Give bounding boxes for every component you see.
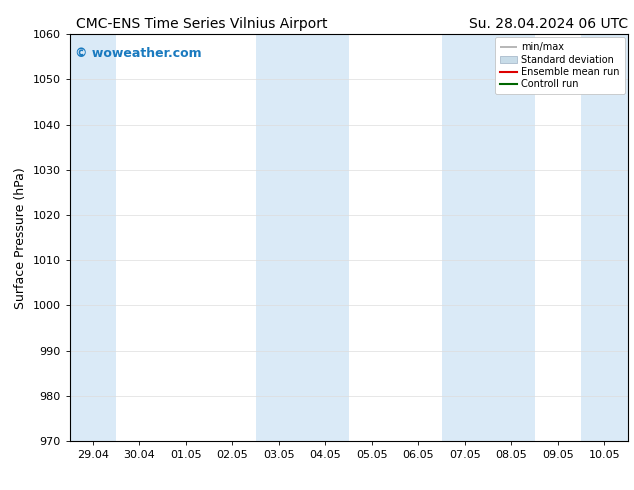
Legend: min/max, Standard deviation, Ensemble mean run, Controll run: min/max, Standard deviation, Ensemble me…: [495, 37, 624, 94]
Bar: [581, 34, 628, 441]
Bar: [442, 34, 534, 441]
Bar: [256, 34, 349, 441]
Title: CMC-ENS Time Series Vilnius Airport                        Su. 28.04.2024 06 UTC: CMC-ENS Time Series Vilnius Airport Su. …: [0, 489, 1, 490]
Text: © woweather.com: © woweather.com: [75, 47, 202, 59]
Bar: [70, 34, 116, 441]
Text: Su. 28.04.2024 06 UTC: Su. 28.04.2024 06 UTC: [469, 17, 628, 31]
Y-axis label: Surface Pressure (hPa): Surface Pressure (hPa): [14, 167, 27, 309]
Text: CMC-ENS Time Series Vilnius Airport: CMC-ENS Time Series Vilnius Airport: [76, 17, 328, 31]
